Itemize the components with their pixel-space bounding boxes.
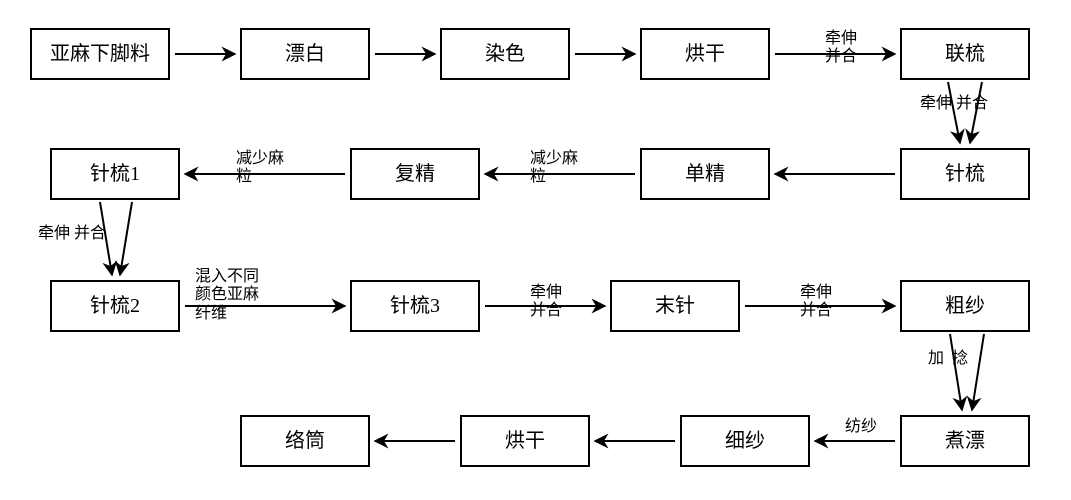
edge-label: 减少麻 粒	[236, 150, 284, 187]
node-yama: 亚麻下脚料	[30, 28, 170, 80]
node-label: 煮漂	[945, 429, 985, 453]
node-luotong: 络筒	[240, 415, 370, 467]
node-label: 针梳1	[90, 162, 140, 186]
node-danjing: 单精	[640, 148, 770, 200]
node-zhupiao: 煮漂	[900, 415, 1030, 467]
edge-label: 混入不同 颜色亚麻 纤维	[195, 268, 259, 323]
node-label: 末针	[655, 294, 695, 318]
flowchart-canvas: 亚麻下脚料 漂白 染色 烘干 联梳 针梳 单精 复精 针梳1 针梳2 针梳3 末…	[0, 0, 1071, 500]
node-label: 细纱	[725, 429, 765, 453]
node-label: 针梳3	[390, 294, 440, 318]
node-mozhen: 末针	[610, 280, 740, 332]
node-zhenshu3: 针梳3	[350, 280, 480, 332]
node-ranse: 染色	[440, 28, 570, 80]
node-piaobai: 漂白	[240, 28, 370, 80]
node-zhenshu2: 针梳2	[50, 280, 180, 332]
node-label: 针梳	[945, 162, 985, 186]
node-label: 染色	[485, 42, 525, 66]
node-zhenshu: 针梳	[900, 148, 1030, 200]
node-cusha: 粗纱	[900, 280, 1030, 332]
node-zhenshu1: 针梳1	[50, 148, 180, 200]
edge-label: 牵伸 并合	[825, 30, 857, 67]
edge-label: 加 捻	[928, 350, 968, 368]
node-label: 漂白	[285, 42, 325, 66]
node-label: 烘干	[685, 42, 725, 66]
node-label: 亚麻下脚料	[50, 42, 150, 66]
node-label: 粗纱	[945, 294, 985, 318]
edge-label: 纺纱	[845, 418, 877, 436]
node-honggan1: 烘干	[640, 28, 770, 80]
node-label: 络筒	[285, 429, 325, 453]
node-label: 复精	[395, 162, 435, 186]
node-xisha: 细纱	[680, 415, 810, 467]
edge-label: 牵伸 并合	[38, 225, 106, 243]
node-label: 单精	[685, 162, 725, 186]
edge-label: 牵伸 并合	[800, 284, 832, 321]
edge-label: 减少麻 粒	[530, 150, 578, 187]
node-honggan2: 烘干	[460, 415, 590, 467]
edge-label: 牵伸 并合	[530, 284, 562, 321]
node-label: 烘干	[505, 429, 545, 453]
node-label: 针梳2	[90, 294, 140, 318]
node-label: 联梳	[945, 42, 985, 66]
node-lianshu: 联梳	[900, 28, 1030, 80]
node-fujing: 复精	[350, 148, 480, 200]
edge-label: 牵伸 并合	[920, 95, 988, 113]
